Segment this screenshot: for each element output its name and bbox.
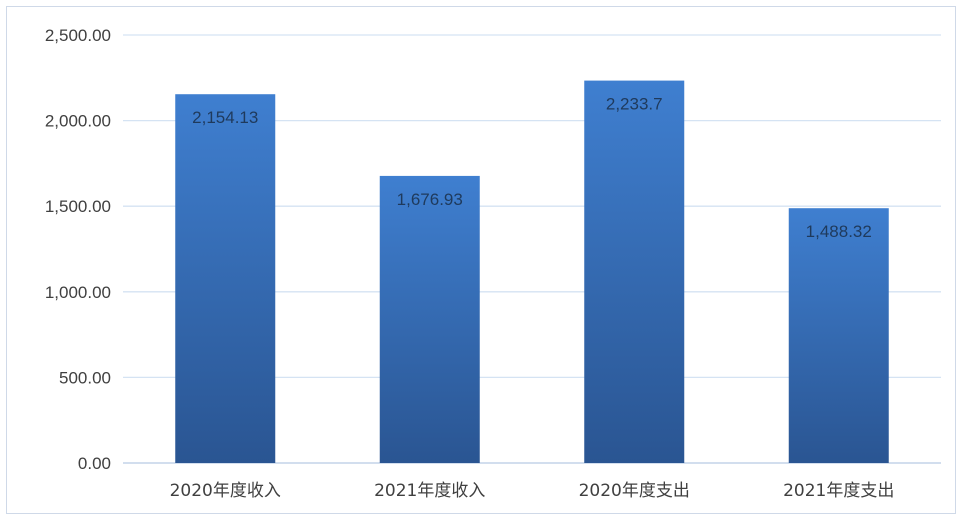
x-tick-label: 2020年度支出 <box>579 481 690 501</box>
data-labels: 2,154.13 1,676.93 2,233.7 1,488.32 <box>192 95 872 242</box>
y-tick-label: 2,000.00 <box>45 112 111 131</box>
y-tick-label: 0.00 <box>78 454 111 473</box>
data-label: 1,488.32 <box>806 222 872 241</box>
bar <box>175 94 276 463</box>
bar <box>584 80 685 463</box>
data-label: 2,154.13 <box>192 108 258 127</box>
bar <box>379 175 480 463</box>
y-tick-label: 1,500.00 <box>45 197 111 216</box>
y-tick-label: 2,500.00 <box>45 26 111 45</box>
chart-frame: 0.00 500.00 1,000.00 1,500.00 2,000.00 2,500.… <box>6 6 956 514</box>
data-label: 2,233.7 <box>606 95 663 114</box>
y-tick-label: 500.00 <box>59 368 111 387</box>
data-label: 1,676.93 <box>397 190 463 209</box>
bar <box>788 208 889 463</box>
bar-chart: 0.00 500.00 1,000.00 1,500.00 2,000.00 2,500.… <box>45 26 941 501</box>
x-axis-ticks: 2020年度收入 2021年度收入 2020年度支出 2021年度支出 <box>170 481 895 501</box>
y-axis-ticks: 0.00 500.00 1,000.00 1,500.00 2,000.00 2,500.… <box>45 26 111 473</box>
y-tick-label: 1,000.00 <box>45 283 111 302</box>
x-tick-label: 2021年度收入 <box>374 481 485 501</box>
x-tick-label: 2020年度收入 <box>170 481 281 501</box>
bars <box>175 80 889 463</box>
x-tick-label: 2021年度支出 <box>783 481 894 501</box>
